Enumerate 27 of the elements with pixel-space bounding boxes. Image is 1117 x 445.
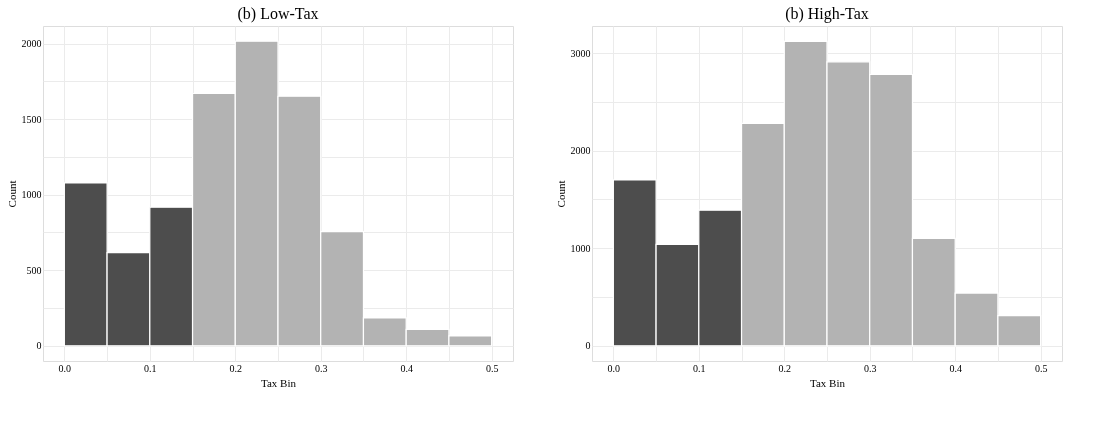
x-tick-label: 0.2 xyxy=(229,362,243,374)
x-tick-label: 0.4 xyxy=(400,362,413,374)
x-tick-label: 0.5 xyxy=(485,362,499,374)
x-tick-label: 0.5 xyxy=(1034,362,1048,374)
y-axis-title: Count xyxy=(554,180,567,208)
y-tick-label: 0 xyxy=(36,340,42,352)
x-tick-label: 0.0 xyxy=(58,362,72,374)
y-tick-label: 3000 xyxy=(570,47,591,59)
x-tick-label: 0.3 xyxy=(863,362,877,374)
y-tick-label: 0 xyxy=(585,340,591,352)
x-axis-title: Tax Bin xyxy=(810,376,846,389)
y-tick-label: 500 xyxy=(26,264,42,276)
y-tick-label: 1500 xyxy=(21,113,42,125)
x-tick-label: 0.3 xyxy=(314,362,328,374)
y-tick-label: 2000 xyxy=(21,38,42,50)
x-tick-label: 0.1 xyxy=(144,362,157,374)
x-tick-label: 0.0 xyxy=(607,362,621,374)
x-tick-label: 0.2 xyxy=(778,362,792,374)
y-axis-title: Count xyxy=(5,180,18,208)
x-axis-title: Tax Bin xyxy=(261,376,297,389)
x-tick-label: 0.1 xyxy=(693,362,706,374)
y-tick-label: 1000 xyxy=(21,189,42,201)
y-tick-label: 1000 xyxy=(570,242,591,254)
y-tick-label: 2000 xyxy=(570,145,591,157)
chart-title: (b) Low-Tax xyxy=(237,5,319,23)
x-tick-label: 0.4 xyxy=(949,362,962,374)
chart-title: (b) High-Tax xyxy=(785,5,869,23)
